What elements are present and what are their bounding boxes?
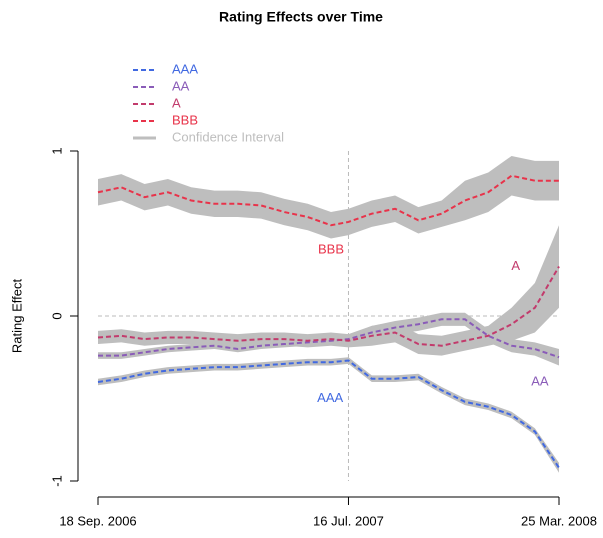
- series-line: [97, 359, 560, 469]
- y-tick-label: 0: [49, 312, 64, 319]
- confidence-band: [98, 225, 559, 356]
- series-line: [98, 318, 560, 359]
- series-line: [97, 265, 560, 347]
- chart-title: Rating Effects over Time: [219, 9, 383, 25]
- series-annotation: AAA: [317, 390, 343, 405]
- legend-label: A: [172, 95, 181, 110]
- confidence-band: [98, 357, 559, 473]
- y-tick-label: -1: [49, 475, 64, 487]
- x-tick-label: 25 Mar. 2008: [521, 513, 597, 528]
- series-annotation: BBB: [318, 241, 344, 256]
- series-annotation: A: [511, 258, 520, 273]
- series-line: [97, 174, 559, 227]
- legend-label: AAA: [172, 61, 198, 76]
- series-annotation: AA: [531, 373, 549, 388]
- legend-label: Confidence Interval: [172, 129, 284, 144]
- y-tick-label: 1: [49, 147, 64, 154]
- confidence-band: [98, 155, 559, 239]
- x-tick-label: 16 Jul. 2007: [313, 513, 384, 528]
- legend-label: BBB: [172, 112, 198, 127]
- y-axis-label: Rating Effect: [9, 279, 24, 354]
- x-tick-label: 18 Sep. 2006: [59, 513, 136, 528]
- legend-label: AA: [172, 78, 190, 93]
